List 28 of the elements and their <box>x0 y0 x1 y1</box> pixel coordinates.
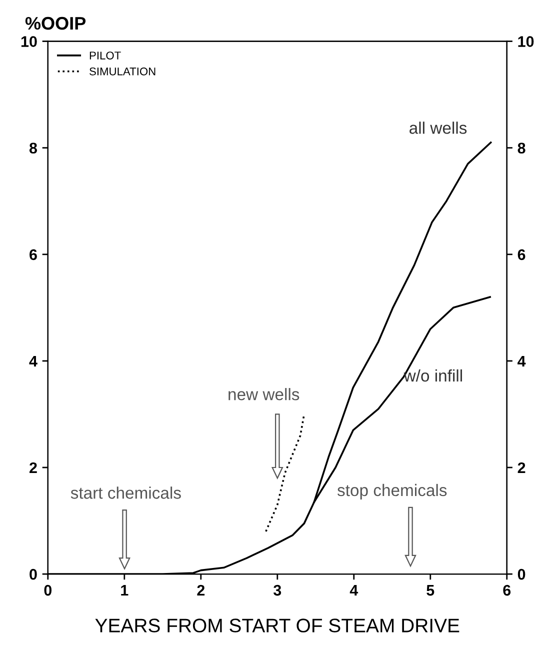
x-tick-label: 6 <box>503 584 511 596</box>
y2-tick-label: 8 <box>518 142 526 154</box>
x-tick-label: 2 <box>197 584 205 596</box>
y-tick-label: 8 <box>29 142 38 154</box>
y-tick-label: 0 <box>30 568 37 580</box>
legend-label: PILOT <box>90 52 121 60</box>
y2-tick-label: 4 <box>518 356 526 366</box>
x-axis-title: YEARS FROM START OF STEAM DRIVE <box>95 618 460 632</box>
annotation: all wells <box>410 122 467 134</box>
x-tick-label: 0 <box>44 584 52 596</box>
annotation: w/o infill <box>404 369 462 382</box>
x-tick-label: 5 <box>426 585 434 596</box>
annotation: start chemicals <box>70 486 181 499</box>
y-tick-label: 10 <box>21 36 37 47</box>
y-tick-label: 2 <box>30 462 37 474</box>
y2-tick-label: 2 <box>518 462 526 474</box>
y-axis-title: %OOIP <box>25 16 86 30</box>
y2-tick-label: 0 <box>518 568 526 580</box>
x-tick-label: 3 <box>273 584 282 596</box>
y-tick-label: 6 <box>30 249 37 260</box>
legend-label: SIMULATION <box>90 67 156 76</box>
y2-tick-label: 6 <box>518 249 526 260</box>
y-tick-label: 4 <box>29 356 38 366</box>
annotation: stop chemicals <box>337 484 447 500</box>
y2-tick-label: 10 <box>518 36 534 47</box>
x-tick-label: 1 <box>121 585 128 596</box>
x-tick-label: 4 <box>350 585 358 596</box>
annotation: new wells <box>228 388 300 400</box>
